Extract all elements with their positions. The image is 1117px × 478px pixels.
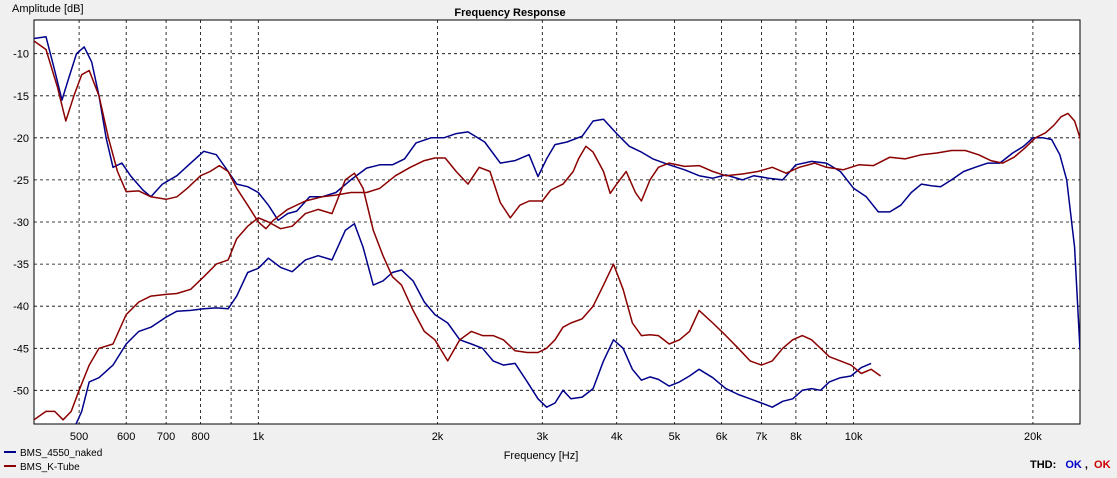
thd-status: THD: OK , OK [1030, 459, 1111, 471]
series-line-distortion-4[interactable] [34, 172, 882, 421]
thd-separator: , [1085, 459, 1088, 471]
y-tick-label: -30 [13, 217, 29, 229]
grid-lines [34, 20, 1080, 424]
legend-item-label: BMS_K-Tube [20, 462, 80, 473]
x-tick-label: 600 [117, 431, 135, 443]
x-axis-label: Frequency [Hz] [504, 450, 579, 462]
x-tick-label: 5k [669, 431, 681, 443]
y-tick-label: -20 [13, 133, 29, 145]
x-tick-labels: 500 600 700 800 1k 2k 3k 4k 5k 6k 7k 8k 10k 20k [70, 431, 1042, 443]
series-line-distortion-3[interactable] [34, 222, 872, 466]
y-tick-label: -25 [13, 175, 29, 187]
y-tick-label: -10 [13, 49, 29, 61]
y-tick-label: -45 [13, 343, 29, 355]
chart-title: Frequency Response [454, 7, 565, 19]
y-tick-label: -50 [13, 385, 29, 397]
series-layer [34, 36, 1091, 466]
y-tick-label: -35 [13, 259, 29, 271]
x-tick-label: 800 [191, 431, 209, 443]
x-tick-label: 7k [756, 431, 768, 443]
y-tick-label: -15 [13, 91, 29, 103]
thd-status-2: OK [1094, 459, 1111, 471]
x-tick-label: 8k [790, 431, 802, 443]
x-tick-label: 10k [845, 431, 863, 443]
y-tick-label: -40 [13, 301, 29, 313]
thd-status-1: OK [1065, 459, 1082, 471]
series-line-response-2[interactable] [34, 40, 1091, 315]
y-tick-labels: -10 -15 -20 -25 -30 -35 -40 -45 -50 [13, 49, 29, 398]
x-tick-label: 700 [157, 431, 175, 443]
series-line-response-1[interactable] [34, 36, 1080, 350]
legend-item-label: BMS_4550_naked [20, 448, 102, 459]
legend: BMS_4550_naked BMS_K-Tube [4, 448, 102, 473]
thd-label: THD: [1030, 459, 1056, 471]
x-tick-label: 500 [70, 431, 88, 443]
x-tick-label: 20k [1024, 431, 1042, 443]
x-tick-label: 6k [716, 431, 728, 443]
x-tick-label: 3k [536, 431, 548, 443]
x-tick-label: 2k [432, 431, 444, 443]
y-axis-label: Amplitude [dB] [12, 3, 84, 15]
x-tick-label: 4k [611, 431, 623, 443]
x-tick-label: 1k [252, 431, 264, 443]
svg-text:THD: OK ,: THD: OK , OK [1030, 459, 1111, 471]
